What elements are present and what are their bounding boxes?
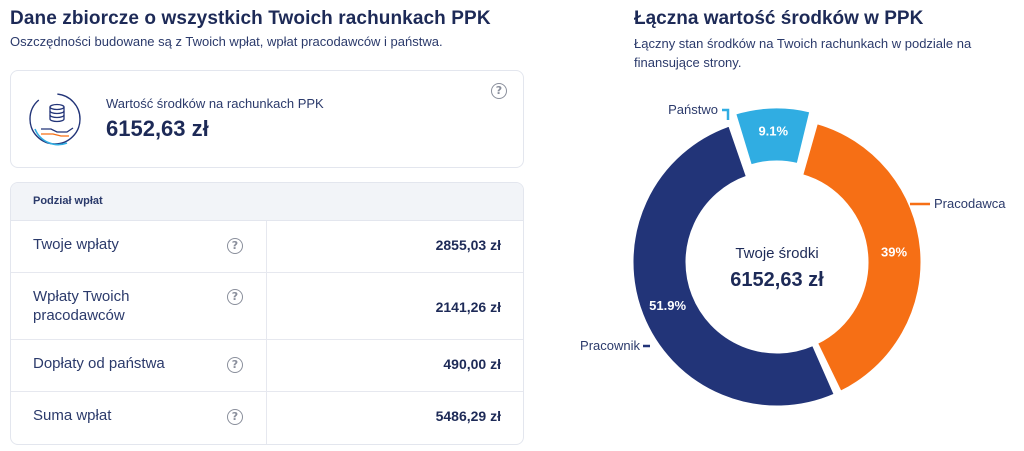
help-icon[interactable]: ? xyxy=(491,83,507,99)
row-label: Twoje wpłaty xyxy=(33,236,119,253)
legend-label-pracownik: Pracownik xyxy=(580,338,640,353)
table-header: Podział wpłat xyxy=(11,183,523,221)
section-title: Dane zbiorcze o wszystkich Twoich rachun… xyxy=(10,8,491,29)
callout-line xyxy=(722,108,730,120)
row-label: Suma wpłat xyxy=(33,407,112,424)
legend-label-państwo: Państwo xyxy=(668,102,718,117)
donut-slice-pracodawca[interactable] xyxy=(800,121,924,394)
row-value: 5486,29 zł xyxy=(435,408,501,424)
funding-donut-chart: 9.1% Państwo 39% Pracodawca 51.9% Pracownik Tw… xyxy=(580,102,1006,409)
help-icon[interactable]: ? xyxy=(227,238,243,254)
row-value: 2855,03 zł xyxy=(435,237,501,253)
chart-section-title: Łączna wartość środków w PPK xyxy=(634,8,924,29)
slice-percent-label: 39% xyxy=(881,245,907,260)
table-row: Wpłaty Twoich pracodawców ? 2141,26 zł xyxy=(11,273,523,340)
table-row: Dopłaty od państwa ? 490,00 zł xyxy=(11,340,523,392)
table-row: Twoje wpłaty ? 2855,03 zł xyxy=(11,221,523,273)
total-value-card: Wartość środków na rachunkach PPK 6152,6… xyxy=(10,70,524,168)
legend-label-pracodawca: Pracodawca xyxy=(934,196,1006,211)
total-value-amount: 6152,63 zł xyxy=(106,116,209,141)
donut-center-value: 6152,63 zł xyxy=(730,269,824,291)
help-icon[interactable]: ? xyxy=(227,357,243,373)
contributions-table: Podział wpłat Twoje wpłaty ? 2855,03 zł … xyxy=(10,182,524,445)
donut-slice-państwo[interactable] xyxy=(733,105,813,168)
coins-hand-icon xyxy=(29,93,81,146)
row-label: Dopłaty od państwa xyxy=(33,355,165,372)
row-value: 2141,26 zł xyxy=(435,299,501,315)
slice-percent-label: 51.9% xyxy=(649,298,686,313)
donut-center-label: Twoje środki xyxy=(735,245,818,262)
row-label: Wpłaty Twoich pracodawców xyxy=(33,288,130,324)
row-value: 490,00 zł xyxy=(443,356,501,372)
donut-slice-pracownik[interactable] xyxy=(630,123,837,409)
section-subtitle: Oszczędności budowane są z Twoich wpłat,… xyxy=(10,34,443,49)
chart-section-subtitle: Łączny stan środków na Twoich rachunkach… xyxy=(634,36,972,70)
table-row: Suma wpłat ? 5486,29 zł xyxy=(11,392,523,444)
total-value-label: Wartość środków na rachunkach PPK xyxy=(106,96,324,111)
slice-percent-label: 9.1% xyxy=(758,124,788,139)
help-icon[interactable]: ? xyxy=(227,409,243,425)
help-icon[interactable]: ? xyxy=(227,289,243,305)
